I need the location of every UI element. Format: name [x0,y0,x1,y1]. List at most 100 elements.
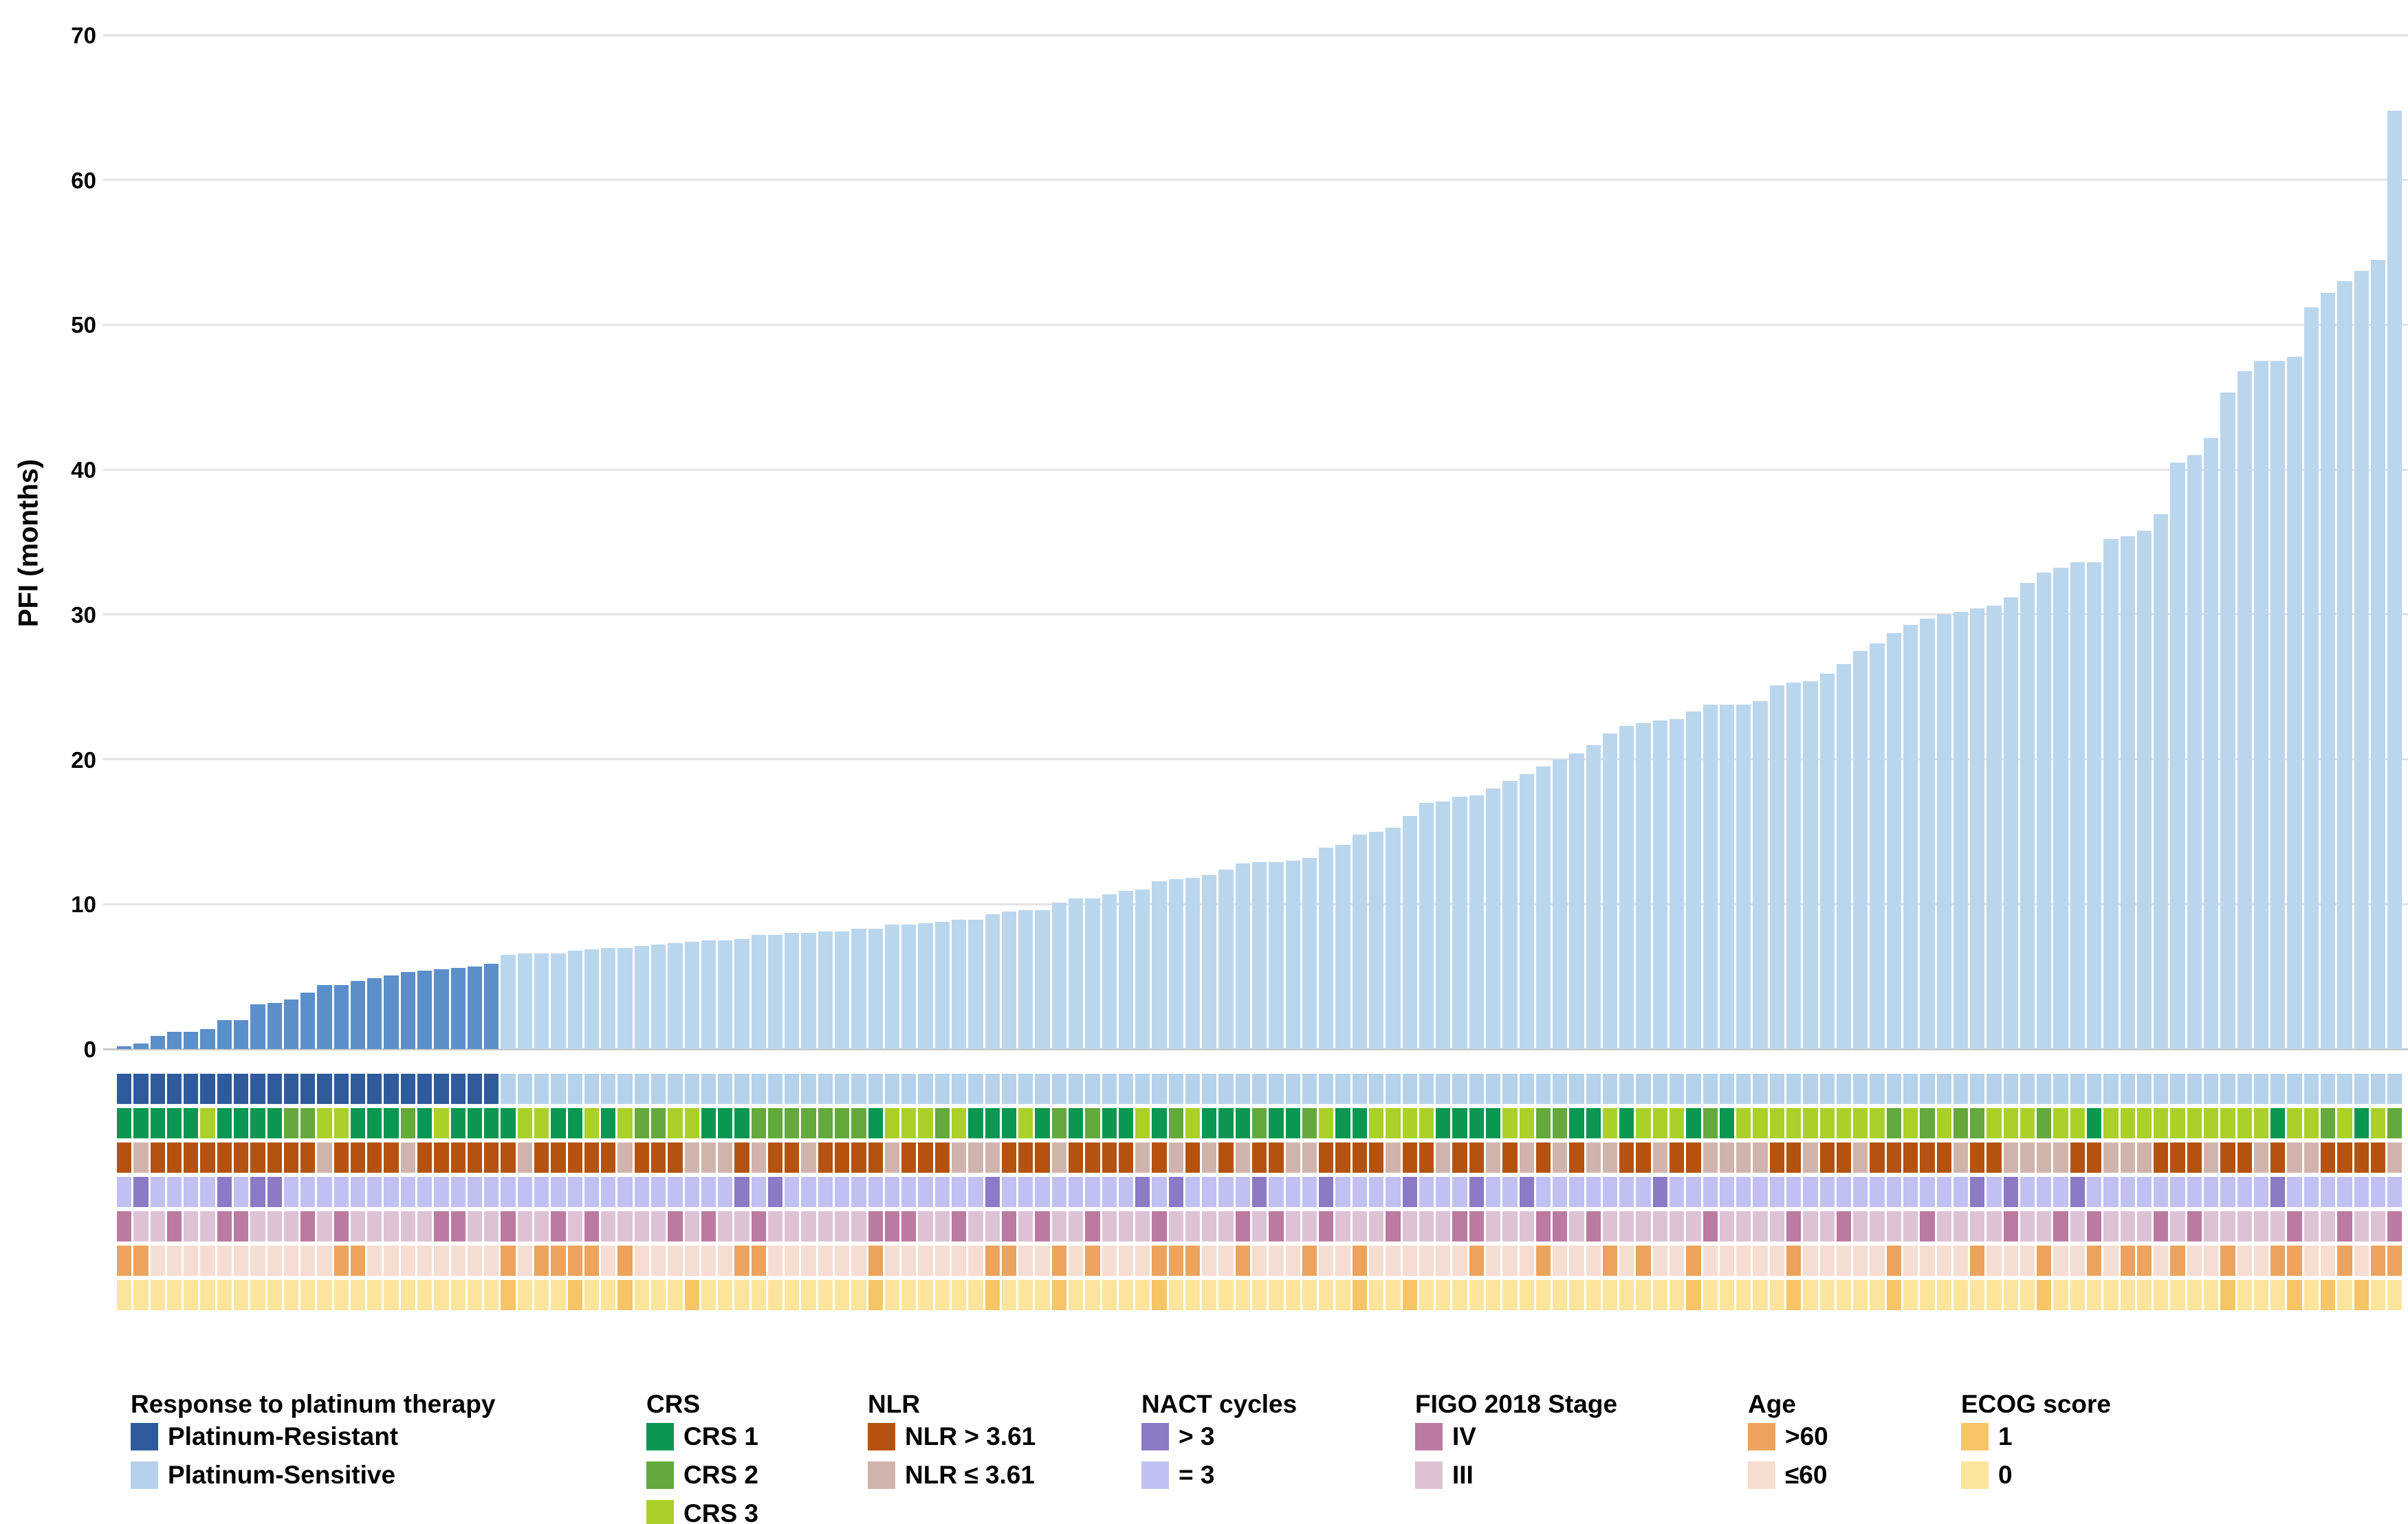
age-cell-patient-64 [1168,1246,1183,1276]
ecog-cell-patient-90 [1602,1280,1618,1310]
nlr-cell-patient-35 [684,1142,699,1173]
age-cell-patient-121 [2120,1246,2135,1276]
y-tick-label-40: 40 [71,457,96,483]
nlr-cell-patient-27 [551,1142,566,1173]
response-cell-patient-2 [133,1074,149,1104]
nact_cycles-cell-patient-64 [1168,1177,1183,1207]
response-cell-patient-119 [2087,1074,2102,1104]
response-cell-patient-94 [1670,1074,1685,1104]
legend-label: CRS 2 [683,1461,758,1489]
nact_cycles-cell-patient-41 [785,1177,800,1207]
pfi-bar-patient-1 [117,1046,132,1049]
age-cell-patient-108 [1903,1246,1918,1276]
age-cell-patient-5 [184,1246,199,1276]
ecog-cell-patient-93 [1652,1280,1668,1310]
ecog-cell-patient-68 [1235,1280,1251,1310]
response-cell-patient-63 [1152,1074,1167,1104]
figo_stage-cell-patient-54 [1001,1211,1017,1241]
nlr-cell-patient-65 [1185,1142,1201,1173]
pfi-bar-patient-7 [217,1019,232,1049]
nact_cycles-cell-patient-99 [1753,1177,1768,1207]
ecog-cell-patient-78 [1402,1280,1417,1310]
nact_cycles-cell-patient-40 [767,1177,783,1207]
nlr-cell-patient-105 [1853,1142,1868,1173]
response-cell-patient-131 [2287,1074,2302,1104]
legend-title-figo-2018-stage: FIGO 2018 Stage [1415,1390,1618,1418]
nact_cycles-cell-patient-97 [1719,1177,1735,1207]
pfi-bar-patient-131 [2287,356,2302,1049]
crs-cell-patient-50 [934,1108,950,1138]
nlr-cell-patient-99 [1753,1142,1768,1173]
figo_stage-cell-patient-65 [1185,1211,1201,1241]
ecog-cell-patient-33 [650,1280,666,1310]
pfi-bar-patient-9 [250,1004,265,1049]
age-cell-patient-45 [851,1246,866,1276]
nact_cycles-cell-patient-7 [217,1177,232,1207]
ecog-cell-patient-112 [1970,1280,1985,1310]
nlr-cell-patient-34 [668,1142,683,1173]
ecog-cell-patient-67 [1218,1280,1234,1310]
crs-cell-patient-49 [918,1108,933,1138]
response-cell-patient-52 [968,1074,983,1104]
ecog-cell-patient-117 [2053,1280,2068,1310]
ecog-cell-patient-91 [1619,1280,1634,1310]
nact_cycles-cell-patient-83 [1485,1177,1501,1207]
crs-cell-patient-21 [450,1108,466,1138]
figo_stage-cell-patient-52 [968,1211,983,1241]
crs-cell-patient-130 [2270,1108,2286,1138]
crs-cell-patient-86 [1535,1108,1551,1138]
ecog-cell-patient-19 [417,1280,433,1310]
response-cell-patient-122 [2136,1074,2152,1104]
nact_cycles-cell-patient-35 [684,1177,699,1207]
figo_stage-cell-patient-74 [1335,1211,1350,1241]
response-cell-patient-92 [1636,1074,1651,1104]
nact_cycles-cell-patient-82 [1469,1177,1484,1207]
response-cell-patient-84 [1502,1074,1518,1104]
ecog-cell-patient-44 [835,1280,850,1310]
nact_cycles-cell-patient-122 [2136,1177,2152,1207]
response-cell-patient-73 [1319,1074,1334,1104]
ecog-cell-patient-118 [2070,1280,2086,1310]
response-cell-patient-16 [367,1074,382,1104]
nact_cycles-cell-patient-66 [1202,1177,1217,1207]
crs-cell-patient-116 [2037,1108,2052,1138]
nlr-cell-patient-46 [868,1142,883,1173]
nact_cycles-cell-patient-136 [2370,1177,2386,1207]
response-cell-patient-74 [1335,1074,1350,1104]
crs-cell-patient-65 [1185,1108,1201,1138]
nlr-cell-patient-12 [300,1142,316,1173]
figo_stage-cell-patient-115 [2020,1211,2035,1241]
pfi-bar-patient-106 [1870,643,1885,1049]
pfi-bar-patient-34 [668,943,683,1049]
pfi-bar-patient-46 [868,929,883,1049]
figo_stage-cell-patient-66 [1202,1211,1217,1241]
ecog-cell-patient-86 [1535,1280,1551,1310]
pfi-bar-patient-60 [1102,894,1117,1049]
nact_cycles-cell-patient-121 [2120,1177,2135,1207]
crs-cell-patient-103 [1819,1108,1835,1138]
ecog-cell-patient-80 [1436,1280,1451,1310]
figo_stage-cell-patient-10 [267,1211,282,1241]
nact_cycles-cell-patient-5 [184,1177,199,1207]
pfi-bar-patient-35 [684,942,699,1049]
legend-title-nlr: NLR [868,1390,921,1418]
pfi-bar-patient-133 [2320,293,2336,1049]
response-cell-patient-64 [1168,1074,1183,1104]
crs-cell-patient-27 [551,1108,566,1138]
response-cell-patient-44 [835,1074,850,1104]
nlr-cell-patient-81 [1452,1142,1467,1173]
figo_stage-cell-patient-108 [1903,1211,1918,1241]
figo_stage-cell-patient-27 [551,1211,566,1241]
nact_cycles-cell-patient-15 [350,1177,366,1207]
pfi-bar-patient-8 [233,1019,249,1049]
figo_stage-cell-patient-105 [1853,1211,1868,1241]
figo_stage-cell-patient-62 [1135,1211,1150,1241]
response-cell-patient-62 [1135,1074,1150,1104]
age-cell-patient-15 [350,1246,366,1276]
pfi-bar-patient-85 [1519,773,1534,1049]
legend-swatch [1141,1423,1169,1450]
figo_stage-cell-patient-85 [1519,1211,1534,1241]
crs-cell-patient-71 [1285,1108,1300,1138]
age-cell-patient-42 [801,1246,816,1276]
figo_stage-cell-patient-31 [617,1211,633,1241]
